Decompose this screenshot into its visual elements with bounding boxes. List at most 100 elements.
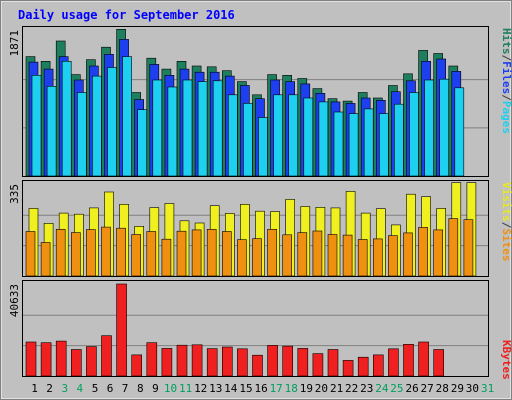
bar-kbytes-day-14 [222, 346, 233, 377]
day-label-3: 3 [61, 382, 68, 395]
bar-kbytes-day-18 [282, 345, 294, 377]
bar-pages-day-2 [46, 86, 57, 177]
day-label-16: 16 [254, 382, 267, 395]
bars [25, 28, 477, 377]
bar-pages-day-19 [303, 97, 314, 177]
bar-pages-day-1 [31, 75, 42, 177]
bar-kbytes-day-25 [388, 348, 399, 377]
top-max-label: 1871 [8, 30, 21, 57]
bot-legend: KBytes [500, 340, 512, 380]
bar-kbytes-day-12 [191, 344, 203, 377]
bar-kbytes-day-3 [55, 340, 67, 377]
bar-sites-day-14 [222, 231, 232, 277]
day-label-21: 21 [330, 382, 343, 395]
bar-sites-day-24 [372, 238, 383, 277]
bar-sites-day-3 [55, 229, 66, 277]
bar-kbytes-day-16 [252, 354, 263, 377]
bar-sites-day-28 [433, 229, 444, 277]
day-label-18: 18 [285, 382, 298, 395]
day-label-6: 6 [107, 382, 114, 395]
bar-sites-day-23 [357, 239, 368, 277]
legend-part-0: KBytes [500, 340, 512, 380]
bar-sites-day-13 [206, 229, 217, 277]
bar-pages-day-28 [439, 78, 450, 177]
day-label-2: 2 [46, 382, 53, 395]
day-label-1: 1 [31, 382, 38, 395]
bar-pages-day-14 [228, 94, 238, 177]
bar-kbytes-day-28 [433, 349, 445, 377]
bar-sites-day-10 [161, 238, 172, 277]
bar-sites-day-26 [403, 232, 413, 277]
bar-pages-day-15 [243, 103, 253, 177]
bar-sites-day-4 [71, 232, 81, 277]
bar-kbytes-day-7 [116, 283, 127, 377]
bar-pages-day-18 [288, 94, 299, 177]
bar-pages-day-10 [167, 86, 178, 177]
bar-kbytes-day-1 [25, 341, 37, 377]
legend-part-2: Files [500, 61, 512, 94]
bar-sites-day-9 [146, 231, 157, 277]
bar-pages-day-29 [454, 87, 465, 177]
bar-kbytes-day-20 [312, 353, 324, 377]
bar-pages-day-24 [378, 113, 389, 177]
bar-sites-day-6 [101, 226, 111, 277]
bar-sites-day-17 [267, 229, 277, 277]
bar-pages-day-23 [363, 108, 374, 177]
bar-pages-day-9 [152, 79, 163, 177]
bar-sites-day-19 [297, 232, 308, 277]
legend-part-0: Visits [500, 182, 512, 222]
bar-pages-day-3 [61, 60, 72, 177]
bar-sites-day-15 [237, 239, 247, 277]
bar-sites-day-29 [448, 218, 459, 277]
bar-sites-day-27 [418, 227, 428, 277]
bar-pages-day-7 [122, 56, 132, 177]
bar-pages-day-12 [197, 81, 208, 177]
bar-pages-day-13 [212, 80, 223, 177]
legend-part-1: / [500, 55, 512, 62]
bar-sites-day-5 [86, 229, 96, 277]
bar-kbytes-day-13 [206, 348, 218, 377]
bar-pages-day-26 [409, 92, 419, 177]
bar-kbytes-day-9 [146, 342, 158, 377]
day-label-5: 5 [92, 382, 99, 395]
bar-kbytes-day-17 [267, 345, 278, 377]
bar-sites-day-22 [342, 234, 353, 277]
mid-legend: Visits/Sites [500, 182, 512, 262]
bar-sites-day-2 [40, 242, 51, 277]
bar-pages-day-11 [182, 79, 193, 177]
bar-kbytes-day-27 [418, 341, 429, 377]
bar-kbytes-day-26 [403, 343, 414, 377]
bar-kbytes-day-22 [342, 360, 354, 377]
bar-pages-day-16 [258, 117, 268, 177]
bar-sites-day-11 [176, 230, 187, 277]
bar-kbytes-day-15 [237, 348, 248, 377]
day-labels: 1 2 3 4 5 6 7 8 9 10 11 12 13 14 15 16 17 18 19 20 21 22 23 24 2… [31, 382, 494, 395]
bar-sites-day-8 [131, 234, 141, 277]
bar-kbytes-day-19 [297, 348, 309, 377]
bar-pages-day-20 [318, 101, 329, 177]
bar-kbytes-day-8 [131, 354, 142, 377]
bar-kbytes-day-21 [327, 349, 339, 377]
legend-part-4: Pages [500, 101, 512, 134]
day-label-24: 24 [375, 382, 389, 395]
day-label-31: 31 [481, 382, 494, 395]
day-label-4: 4 [76, 382, 83, 395]
day-label-14: 14 [224, 382, 238, 395]
day-label-23: 23 [360, 382, 373, 395]
bar-pages-day-6 [107, 67, 117, 177]
bar-pages-day-21 [333, 111, 344, 177]
bar-kbytes-day-23 [357, 356, 369, 377]
bar-pages-day-25 [394, 103, 404, 177]
chart-title: Daily usage for September 2016 [18, 8, 235, 22]
day-label-10: 10 [164, 382, 177, 395]
day-label-13: 13 [209, 382, 222, 395]
bar-pages-day-8 [137, 109, 147, 177]
day-label-15: 15 [239, 382, 252, 395]
legend-part-3: / [500, 94, 512, 101]
bar-kbytes-day-6 [101, 335, 112, 377]
mid-max-label: 335 [8, 184, 21, 204]
bar-sites-day-30 [463, 219, 474, 277]
bar-pages-day-22 [348, 113, 359, 177]
day-label-20: 20 [315, 382, 328, 395]
